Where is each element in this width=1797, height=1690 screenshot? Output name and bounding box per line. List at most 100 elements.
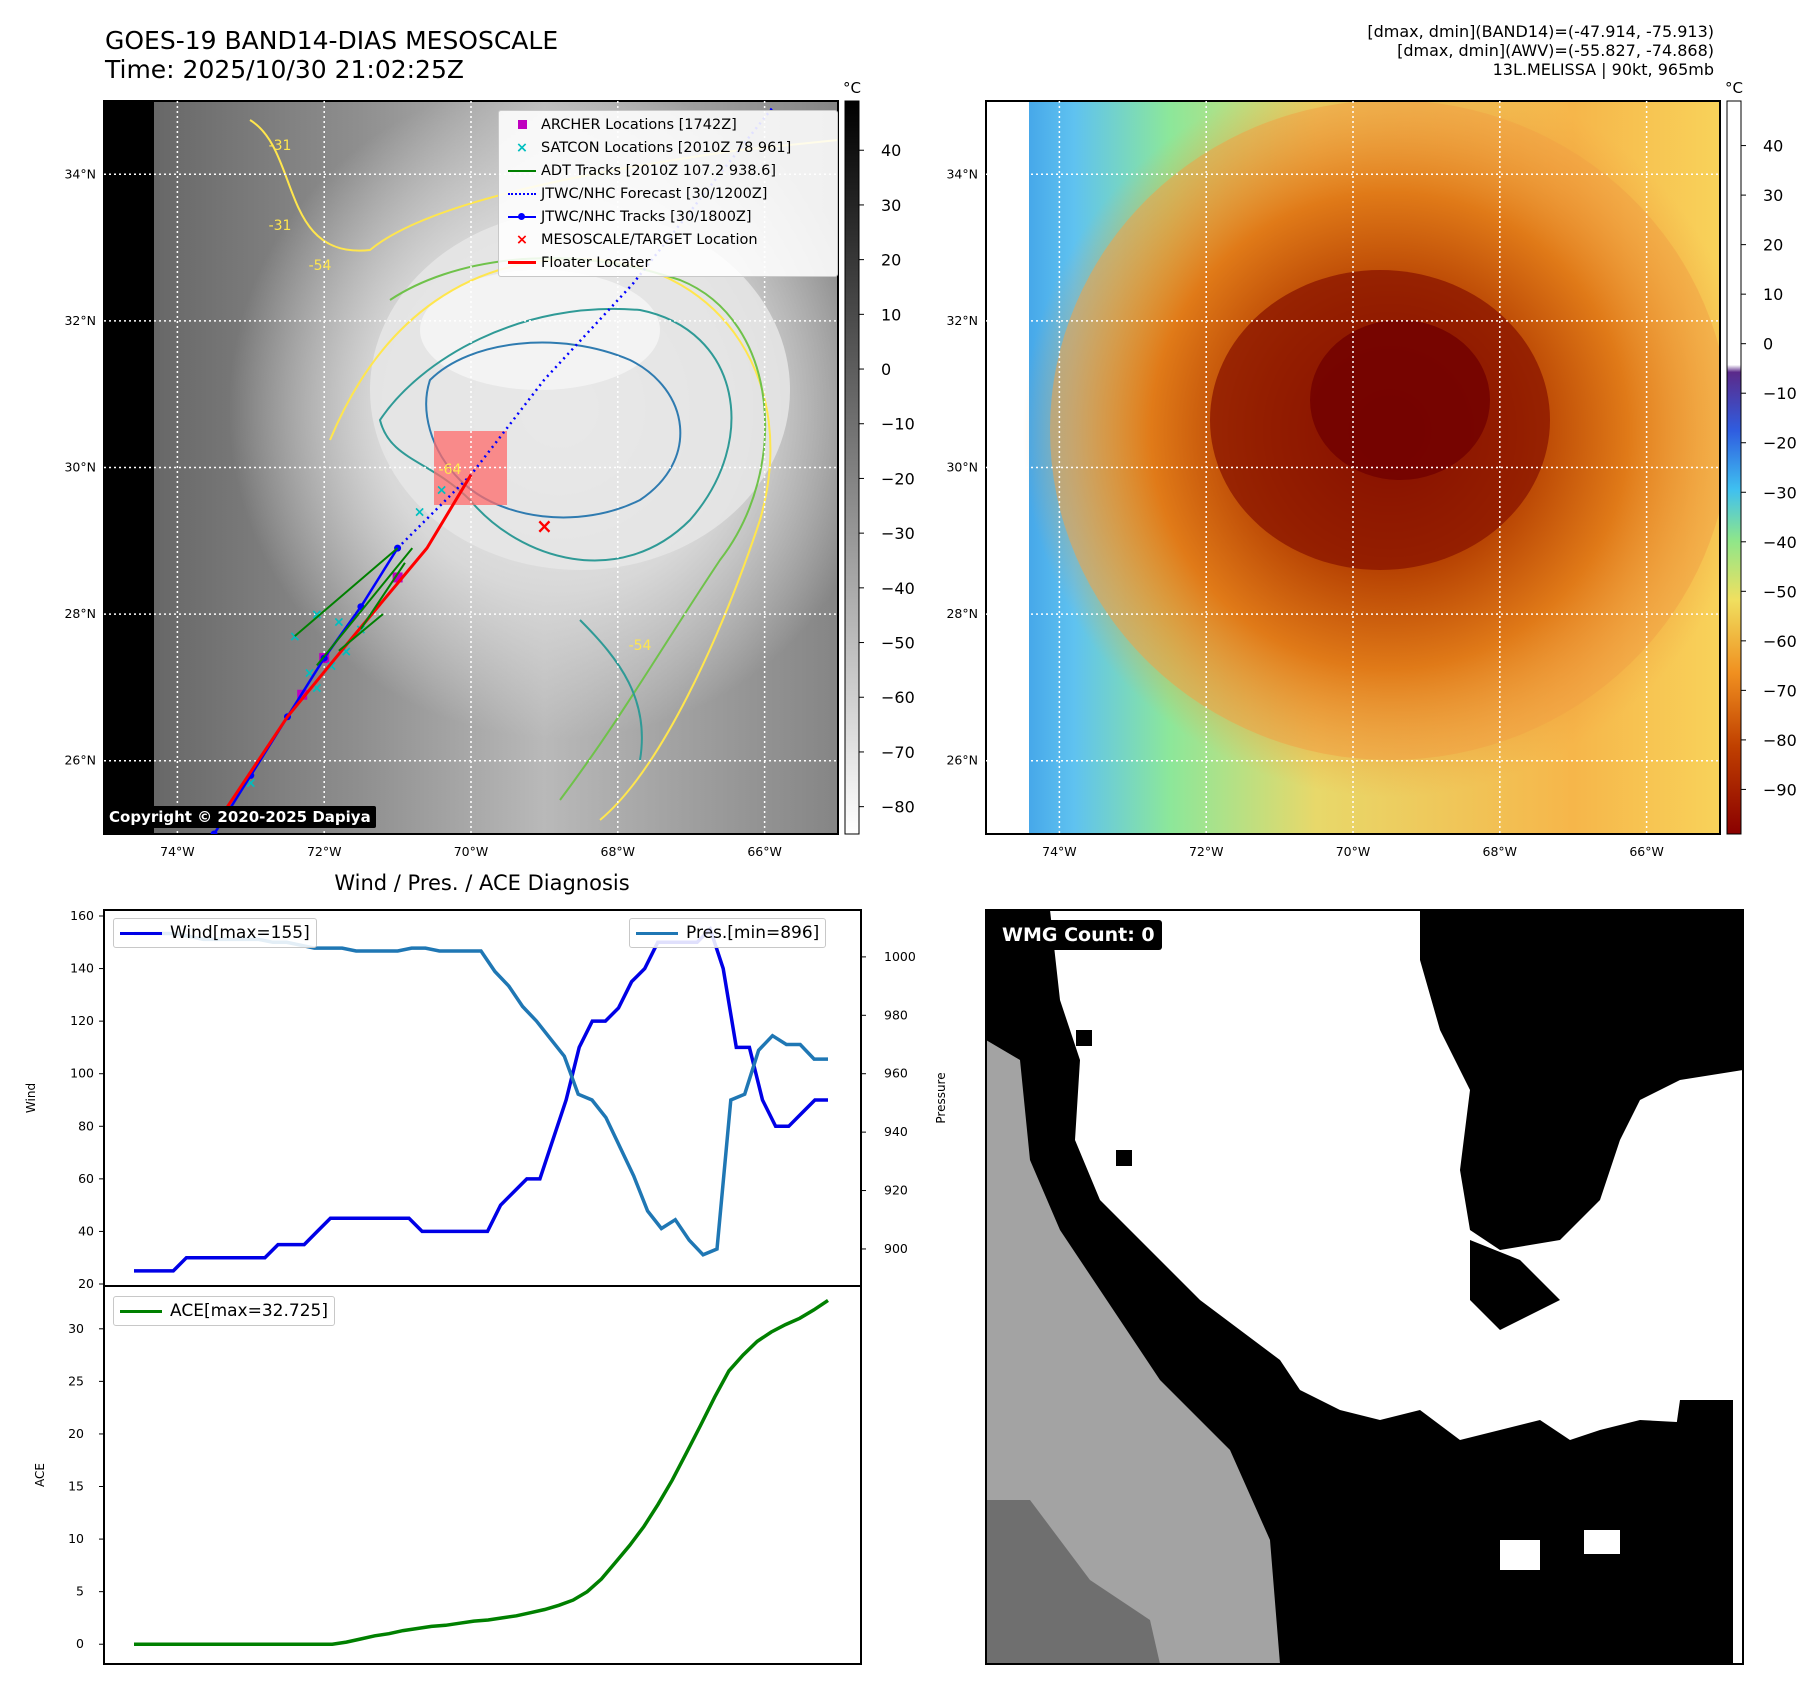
ir-legend: ARCHER Locations [1742Z] × SATCON Locati… (498, 110, 838, 277)
lat-tick-label: 30°N (64, 460, 96, 475)
awv-colorbar-unit: °C (1725, 79, 1743, 97)
awv-colorbar-ticks: 40 30 20 10 0 −10 −20 −30 −40 −50 −60 −70 −80 −90 (1741, 137, 1797, 799)
solid-line-icon (503, 261, 541, 264)
colorbar-tick-label: 20 (881, 251, 901, 270)
colorbar-tick-label: 20 (1763, 236, 1783, 255)
lat-tick-label: 32°N (946, 313, 978, 328)
colorbar-tick-label: −20 (1763, 434, 1797, 453)
lat-tick-label: 34°N (946, 166, 978, 181)
ir-contour-labels: -31 -54 -64 -31 -54 (269, 138, 652, 654)
legend-adt: ADT Tracks [2010Z 107.2 938.6] (503, 159, 833, 182)
ir-colorbar-unit: °C (843, 79, 861, 97)
lon-tick-label: 72°W (1189, 844, 1224, 859)
legend-tracks: JTWC/NHC Tracks [30/1800Z] (503, 205, 833, 228)
colorbar-tick-label: −50 (881, 634, 915, 653)
colorbar-tick-label: 40 (1763, 137, 1783, 156)
lon-tick-label: 68°W (1483, 844, 1518, 859)
wind-tick-label: 120 (70, 1013, 94, 1028)
colorbar-tick-label: −60 (881, 688, 915, 707)
ace-legend: ACE[max=32.725] (113, 1296, 335, 1326)
ace-axis-ticks: 30 25 20 15 10 5 0 (68, 1321, 104, 1651)
satcon-point: × (289, 629, 301, 645)
archer-point (392, 572, 403, 583)
legend-forecast-label: JTWC/NHC Forecast [30/1200Z] (541, 185, 768, 202)
pressure-tick-label: 920 (884, 1183, 908, 1198)
pressure-axis-label: Pressure (934, 1072, 948, 1123)
contour-label: -54 (309, 258, 332, 274)
colorbar-tick-label: 10 (881, 305, 901, 324)
ace-tick-label: 5 (76, 1584, 84, 1599)
lon-tick-label: 66°W (747, 844, 782, 859)
ace-tick-label: 20 (68, 1426, 84, 1441)
satcon-point: × (304, 666, 316, 682)
pressure-tick-label: 980 (884, 1007, 908, 1022)
x-marker-icon: × (515, 231, 529, 248)
adt-track-line (316, 547, 414, 667)
title-line-time: Time: 2025/10/30 21:02:25Z (105, 55, 464, 84)
stats-storm: 13L.MELISSA | 90kt, 965mb (1492, 60, 1714, 79)
lat-tick-label: 26°N (64, 753, 96, 768)
legend-tracks-label: JTWC/NHC Tracks [30/1800Z] (541, 208, 752, 225)
colorbar-tick-label: −70 (881, 743, 915, 762)
colorbar-tick-label: −70 (1763, 681, 1797, 700)
legend-floater: Floater Locater (503, 251, 833, 274)
lon-tick-label: 70°W (1336, 844, 1371, 859)
lon-tick-label: 70°W (454, 844, 489, 859)
solid-line-icon (503, 169, 541, 172)
pressure-tick-label: 940 (884, 1124, 908, 1139)
lat-tick-label: 32°N (64, 313, 96, 328)
colorbar-tick-label: −10 (1763, 384, 1797, 403)
ace-tick-label: 25 (68, 1373, 84, 1388)
best-track-line (213, 547, 399, 834)
ace-series-line (134, 1298, 829, 1646)
ace-axis-label: ACE (33, 1463, 47, 1487)
satcon-point: × (414, 504, 426, 520)
awv-gridlines: 74°W 72°W 70°W 68°W 66°W 34°N 32°N 30°N 28°N 26°N (946, 101, 1720, 859)
ir-colorbar (844, 100, 860, 835)
lon-tick-label: 66°W (1629, 844, 1664, 859)
wmg-image (986, 910, 1743, 1664)
ace-tick-label: 0 (76, 1636, 84, 1651)
wind-tick-label: 80 (78, 1118, 94, 1133)
satcon-point: × (326, 658, 338, 674)
wind-tick-label: 20 (78, 1276, 94, 1291)
legend-satcon-label: SATCON Locations [2010Z 78 961] (541, 139, 792, 156)
green-line-icon (120, 1309, 162, 1313)
satcon-point: × (436, 482, 448, 498)
stats-block: [dmax, dmin](BAND14)=(-47.914, -75.913) … (1367, 22, 1714, 79)
wind-axis-label: Wind (24, 1083, 38, 1113)
colorbar-tick-label: −60 (1763, 632, 1797, 651)
legend-adt-label: ADT Tracks [2010Z 107.2 938.6] (541, 162, 777, 179)
colorbar-tick-label: 40 (881, 141, 901, 160)
lon-tick-label: 68°W (601, 844, 636, 859)
colorbar-tick-label: −80 (881, 798, 915, 817)
line-dot-icon (503, 213, 541, 220)
legend-floater-label: Floater Locater (541, 254, 651, 271)
x-marker-icon: × (515, 139, 529, 156)
legend-archer-label: ARCHER Locations [1742Z] (541, 116, 737, 133)
best-track-point (210, 830, 218, 834)
colorbar-tick-label: −80 (1763, 731, 1797, 750)
contour-label: -31 (269, 138, 292, 154)
legend-target-label: MESOSCALE/TARGET Location (541, 231, 758, 248)
colorbar-tick-label: −20 (881, 469, 915, 488)
colorbar-tick-label: 0 (881, 360, 891, 379)
colorbar-tick-label: −40 (1763, 533, 1797, 552)
legend-archer: ARCHER Locations [1742Z] (503, 113, 833, 136)
adt-track-line (338, 613, 384, 652)
ace-legend-row: ACE[max=32.725] (120, 1300, 328, 1322)
legend-satcon: × SATCON Locations [2010Z 78 961] (503, 136, 833, 159)
wind-tick-label: 160 (70, 908, 94, 923)
ace-tick-label: 15 (68, 1479, 84, 1494)
satcon-point: × (245, 776, 257, 792)
adt-track-line (294, 547, 399, 637)
stats-band14: [dmax, dmin](BAND14)=(-47.914, -75.913) (1367, 22, 1714, 41)
satcon-point: × (340, 644, 352, 660)
legend-forecast: JTWC/NHC Forecast [30/1200Z] (503, 182, 833, 205)
lat-tick-label: 34°N (64, 166, 96, 181)
colorbar-tick-label: −10 (881, 415, 915, 434)
pressure-axis-ticks: 1000 980 960 940 920 900 (861, 949, 916, 1256)
colorbar-tick-label: 10 (1763, 285, 1783, 304)
colorbar-tick-label: 30 (881, 196, 901, 215)
wmg-count-badge: WMG Count: 0 (995, 920, 1162, 950)
